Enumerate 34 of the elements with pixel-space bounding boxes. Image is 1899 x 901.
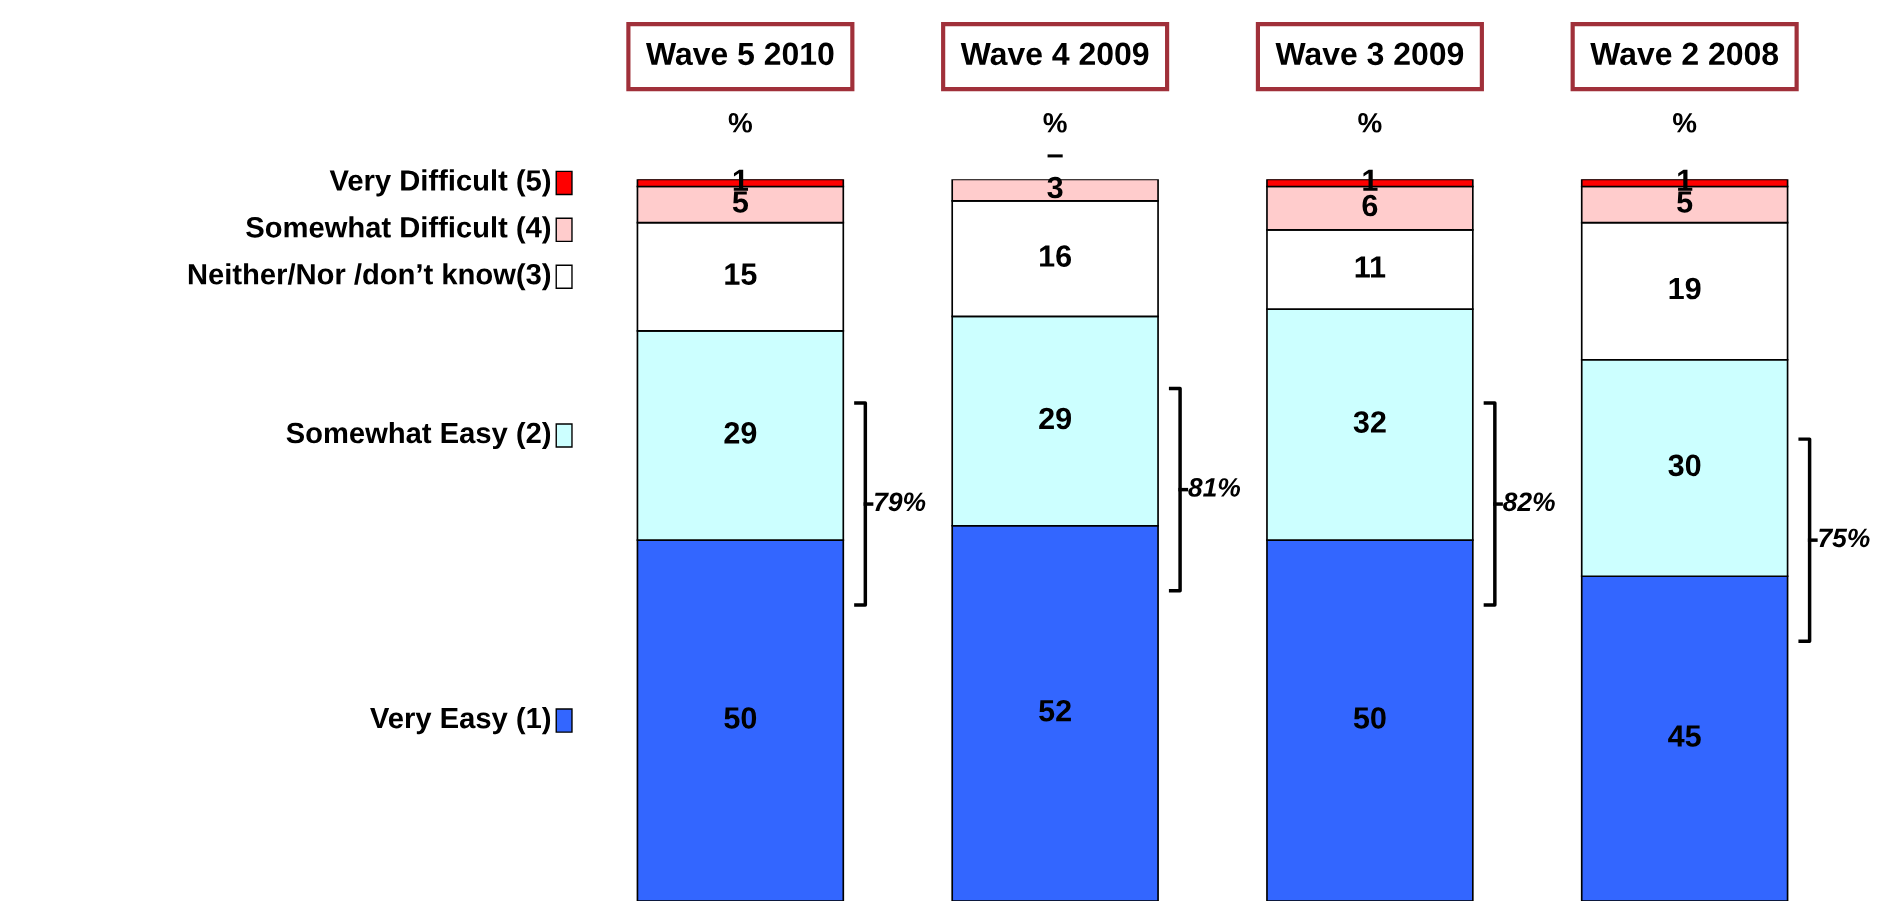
x-tick-label: Wave 5 2010 (645, 42, 834, 66)
data-label: 16 (1040, 245, 1072, 267)
x-tick-label: Wave 2 2008 (1590, 42, 1779, 66)
data-label: 50 (1353, 707, 1386, 729)
data-label: 5 (1677, 191, 1693, 213)
data-label: 19 (1669, 277, 1701, 300)
data-label: 11 (1355, 256, 1386, 278)
data-label: 45 (1668, 725, 1701, 747)
x-tick-label: Wave 3 2009 (1275, 42, 1464, 66)
annotation: 81% (1188, 478, 1241, 497)
data-label: – (1047, 154, 1063, 158)
text: % (1358, 113, 1382, 133)
annotation: 75% (1819, 528, 1870, 548)
text: % (1672, 113, 1697, 133)
data-label: 15 (725, 263, 757, 285)
legend-label: Very Easy (1) (370, 706, 551, 735)
legend-label: Somewhat Difficult (4) (246, 216, 551, 244)
text: % (728, 113, 752, 133)
data-label: 29 (724, 422, 757, 444)
data-label: 6 (1362, 194, 1378, 217)
data-label: 5 (732, 191, 749, 213)
data-label: 3 (1047, 176, 1063, 199)
legend-label: Neither/Nor /don’t know(3) (188, 263, 551, 291)
data-label: 52 (1039, 699, 1071, 722)
data-label: 50 (724, 707, 757, 729)
annotation: 82% (1503, 492, 1555, 512)
annotation: 79% (875, 492, 926, 512)
data-label: 29 (1039, 407, 1071, 430)
data-label: 32 (1353, 411, 1386, 433)
legend-label: Very Difficult (5) (329, 169, 551, 197)
legend-label: Somewhat Easy (2) (286, 421, 551, 450)
text: % (1043, 113, 1067, 133)
x-tick-label: Wave 4 2009 (960, 42, 1149, 66)
data-label: 30 (1668, 454, 1701, 477)
